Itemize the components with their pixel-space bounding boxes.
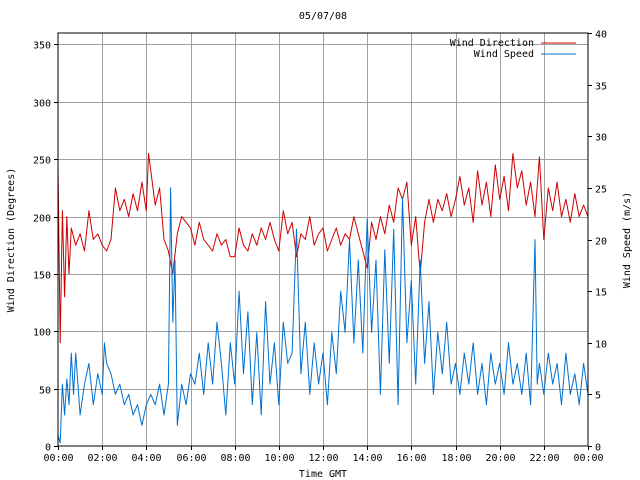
chart-title: 05/07/08 bbox=[299, 11, 347, 22]
y-left-axis-label: Wind Direction (Degrees) bbox=[6, 168, 17, 313]
axis-labels: 00:00 02:00 04:00 06:00 08:00 10:00 12:00 14:00… bbox=[33, 30, 607, 465]
y-left-tick-label: 0 bbox=[45, 443, 51, 454]
y-left-tick-label: 300 bbox=[33, 99, 51, 110]
x-axis-label: Time GMT bbox=[299, 469, 347, 480]
x-tick-label: 18:00 bbox=[441, 453, 471, 464]
x-tick-label: 16:00 bbox=[396, 453, 426, 464]
legend-label-wind-direction: Wind Direction bbox=[450, 38, 534, 49]
y-right-tick-label: 25 bbox=[595, 185, 607, 196]
y-right-tick-label: 40 bbox=[595, 30, 607, 41]
y-right-tick-label: 0 bbox=[595, 443, 601, 454]
legend: Wind Direction Wind Speed bbox=[450, 38, 576, 60]
x-tick-label: 12:00 bbox=[308, 453, 338, 464]
grid-lines bbox=[58, 33, 588, 446]
y-left-tick-label: 50 bbox=[39, 386, 51, 397]
x-tick-label: 20:00 bbox=[485, 453, 515, 464]
y-right-axis-label: Wind Speed (m/s) bbox=[622, 192, 633, 288]
y-right-tick-label: 30 bbox=[595, 133, 607, 144]
y-left-tick-label: 350 bbox=[33, 41, 51, 52]
x-tick-label: 10:00 bbox=[264, 453, 294, 464]
y-left-tick-label: 200 bbox=[33, 214, 51, 225]
y-left-tick-label: 100 bbox=[33, 328, 51, 339]
x-tick-label: 02:00 bbox=[87, 453, 117, 464]
x-tick-label: 08:00 bbox=[220, 453, 250, 464]
y-left-tick-label: 150 bbox=[33, 271, 51, 282]
y-right-tick-label: 5 bbox=[595, 391, 601, 402]
x-tick-label: 00:00 bbox=[43, 453, 73, 464]
y-right-tick-label: 15 bbox=[595, 288, 607, 299]
x-tick-label: 04:00 bbox=[131, 453, 161, 464]
x-tick-label: 00:00 bbox=[573, 453, 603, 464]
y-left-tick-label: 250 bbox=[33, 156, 51, 167]
x-tick-label: 06:00 bbox=[176, 453, 206, 464]
x-tick-label: 22:00 bbox=[529, 453, 559, 464]
x-tick-label: 14:00 bbox=[352, 453, 382, 464]
y-right-tick-label: 20 bbox=[595, 237, 607, 248]
series-line-wind-direction bbox=[57, 153, 589, 344]
series-lines bbox=[57, 153, 589, 444]
series-line-wind-speed bbox=[57, 187, 589, 444]
legend-label-wind-speed: Wind Speed bbox=[474, 49, 534, 60]
y-right-tick-label: 10 bbox=[595, 340, 607, 351]
y-right-tick-label: 35 bbox=[595, 82, 607, 93]
